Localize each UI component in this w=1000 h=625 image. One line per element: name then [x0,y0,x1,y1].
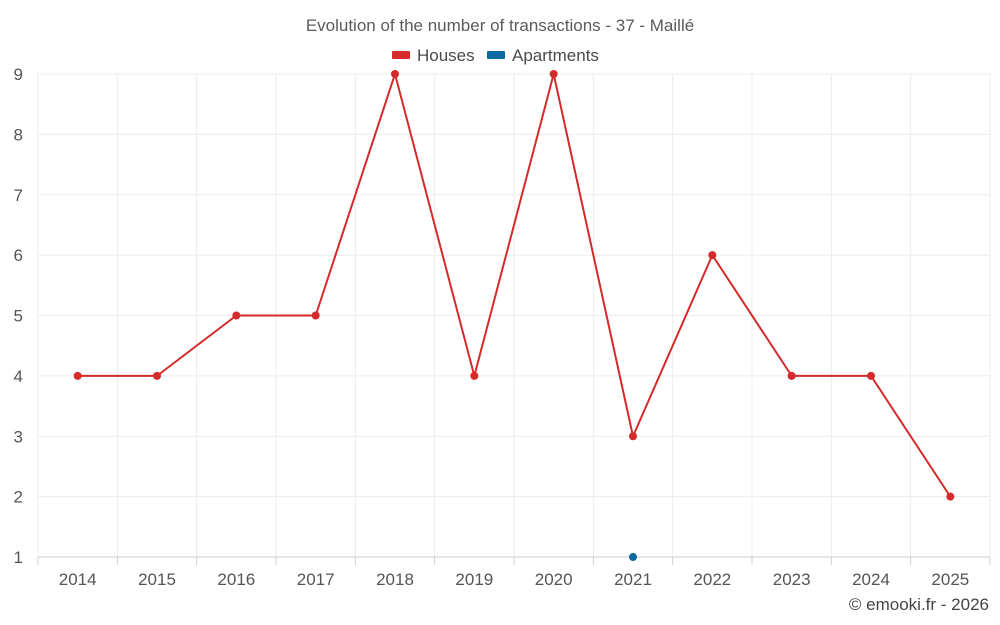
data-point-houses[interactable] [549,70,558,78]
x-tick-label: 2015 [138,570,176,589]
data-point-houses[interactable] [708,251,717,260]
y-tick-label: 3 [14,427,23,446]
series-line-houses [77,73,952,498]
x-tick-label: 2017 [297,570,335,589]
grid [37,73,991,557]
legend-swatch-houses [392,51,410,59]
data-point-houses[interactable] [867,371,875,380]
legend: Houses Apartments [392,46,599,65]
y-tick-label: 9 [14,65,23,84]
x-tick-label: 2021 [614,570,652,589]
axes: 1 2 3 4 5 6 7 8 9 2014 2015 2016 2017 2018 2019 2020 202… [14,65,991,589]
y-tick-label: 2 [14,488,23,507]
x-tick-label: 2025 [931,570,969,589]
legend-label-houses: Houses [417,46,475,65]
data-point-houses[interactable] [391,70,399,78]
x-tick-label: 2018 [376,570,414,589]
y-tick-label: 5 [14,307,23,326]
y-tick-label: 7 [14,186,23,205]
x-tick-label: 2022 [693,570,731,589]
legend-item-apartments[interactable]: Apartments [487,46,599,65]
legend-item-houses[interactable]: Houses [392,46,475,65]
y-tick-label: 6 [14,246,23,265]
legend-label-apartments: Apartments [512,46,599,65]
data-point-houses[interactable] [470,371,479,380]
chart-title: Evolution of the number of transactions … [306,16,694,35]
x-tick-label: 2024 [852,570,890,589]
series [73,70,955,561]
y-tick-label: 4 [14,367,23,386]
data-point-houses[interactable] [311,311,320,320]
credit-text: © emooki.fr - 2026 [849,595,989,614]
data-point-houses[interactable] [787,371,796,380]
x-tick-label: 2019 [455,570,493,589]
x-tick-label: 2023 [773,570,811,589]
x-tick-label: 2016 [217,570,255,589]
data-point-houses[interactable] [73,371,82,380]
legend-swatch-apartments [487,51,505,59]
data-point-houses[interactable] [153,371,161,380]
data-point-apartments[interactable] [629,553,637,561]
x-tick-label: 2020 [535,570,573,589]
data-point-houses[interactable] [232,311,241,320]
y-tick-label: 1 [14,548,23,567]
data-point-houses[interactable] [946,492,955,501]
y-tick-label: 8 [14,125,23,144]
x-tick-label: 2014 [59,570,97,589]
data-point-houses[interactable] [629,432,637,441]
